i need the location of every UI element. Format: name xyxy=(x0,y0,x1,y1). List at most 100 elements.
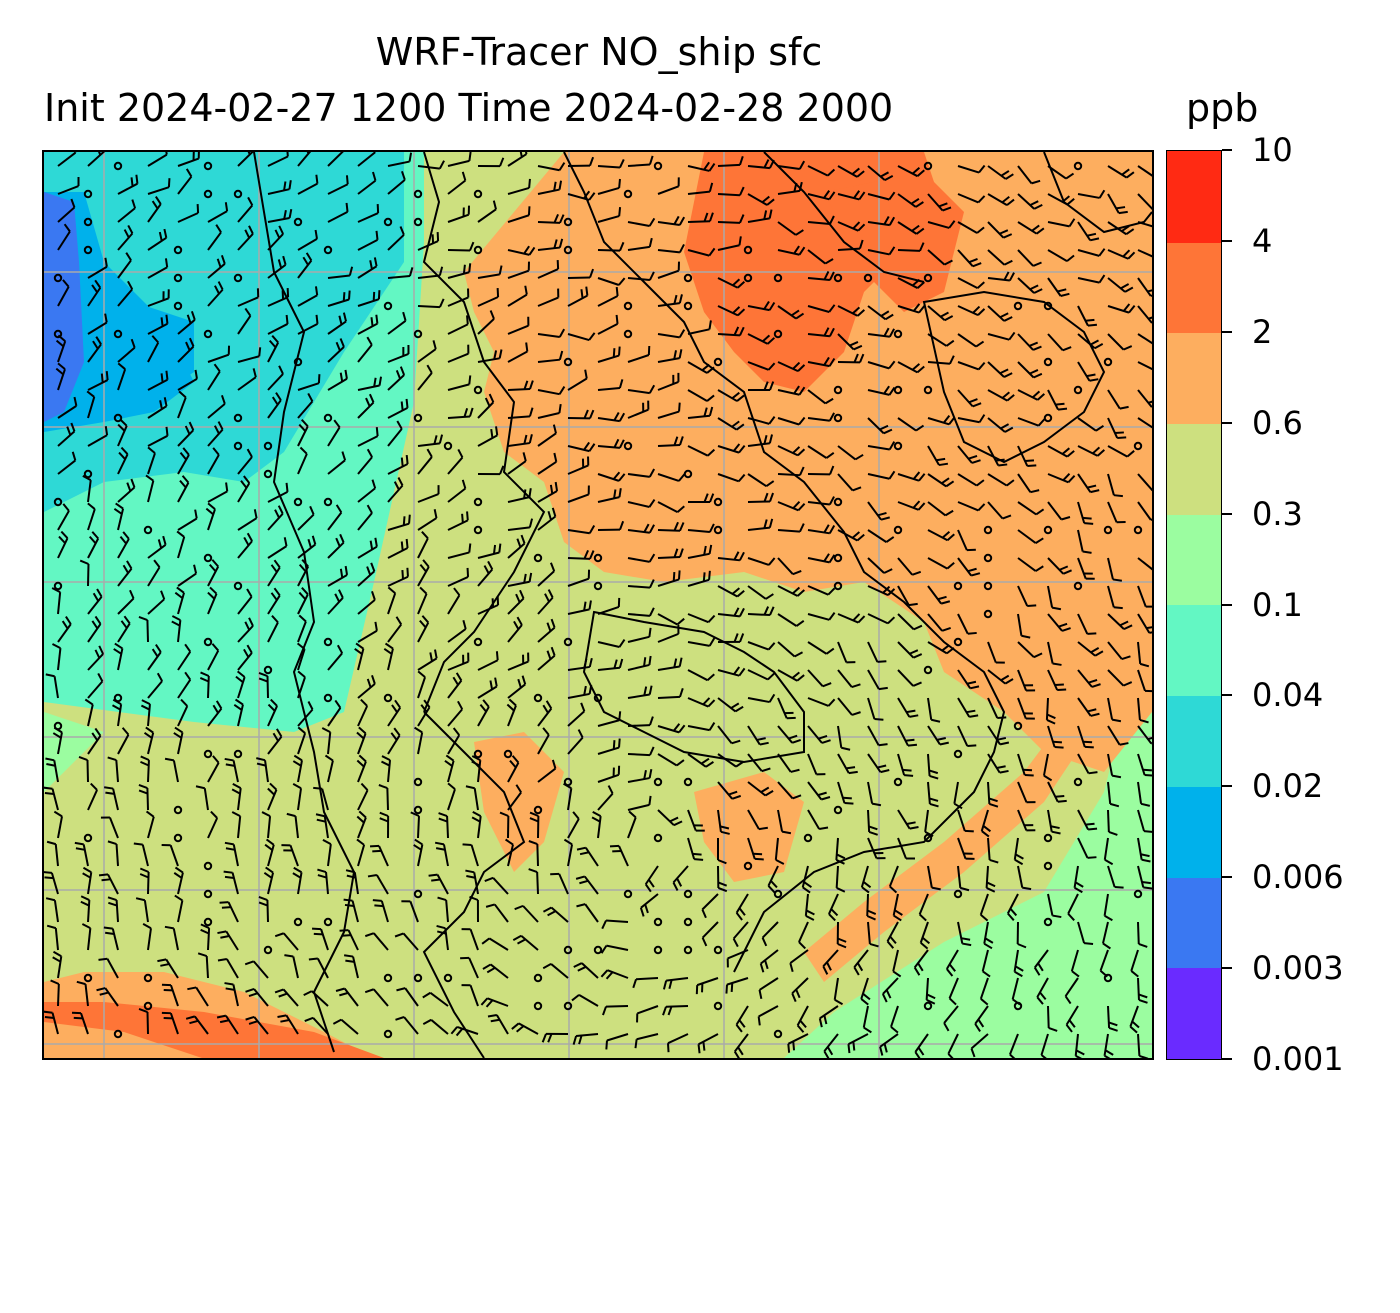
calm-wind-marker xyxy=(893,385,903,395)
calm-wind-marker xyxy=(923,1001,933,1011)
calm-wind-marker xyxy=(533,1001,543,1011)
wind-barb xyxy=(927,355,955,365)
wind-barb xyxy=(207,559,220,587)
wind-barb xyxy=(267,587,281,615)
wind-barb xyxy=(177,310,196,335)
wind-barb xyxy=(627,468,656,478)
wind-barb xyxy=(717,585,745,598)
wind-barb xyxy=(297,670,306,699)
wind-barb xyxy=(147,535,167,559)
wind-barb xyxy=(867,165,894,182)
wind-barb xyxy=(57,451,77,475)
wind-barb xyxy=(465,869,479,895)
wind-barb xyxy=(541,1032,569,1043)
wind-barb xyxy=(1137,221,1152,228)
wind-barb xyxy=(401,900,419,923)
wind-barb xyxy=(957,809,974,833)
wind-barb xyxy=(1077,417,1105,432)
wind-barb xyxy=(807,697,836,707)
colorbar-tick xyxy=(1222,149,1232,151)
wind-barb xyxy=(462,843,479,867)
wind-barb xyxy=(387,171,406,195)
wind-barb xyxy=(987,221,1013,239)
wind-barb xyxy=(117,224,134,251)
wind-barb xyxy=(267,392,282,419)
wind-barb xyxy=(759,949,779,973)
wind-barb xyxy=(117,174,139,195)
wind-barb xyxy=(444,754,455,783)
wind-barb xyxy=(837,239,864,251)
wind-barb xyxy=(897,837,915,860)
wind-barb xyxy=(537,328,566,338)
wind-barb xyxy=(970,1033,989,1058)
wind-barb xyxy=(943,1005,959,1032)
calm-wind-marker xyxy=(203,917,213,927)
wind-barb xyxy=(219,901,239,923)
wind-barb xyxy=(957,725,977,747)
wind-barb xyxy=(537,700,553,727)
wind-barb xyxy=(477,349,503,363)
wind-barb xyxy=(807,553,836,564)
wind-barb xyxy=(529,811,540,839)
wind-barb xyxy=(87,615,102,643)
wind-barb xyxy=(1107,501,1126,524)
wind-barb xyxy=(747,725,769,746)
wind-barb xyxy=(897,277,925,289)
wind-barb xyxy=(860,977,871,1006)
calm-wind-marker xyxy=(383,1029,393,1039)
level-region-0.6-2-stripe xyxy=(804,592,1144,982)
wind-barb xyxy=(117,362,127,391)
wind-barb xyxy=(417,615,430,643)
wind-barb xyxy=(1017,501,1045,516)
wind-barb xyxy=(507,616,523,643)
wind-barb xyxy=(747,641,776,651)
wind-barb xyxy=(147,672,164,699)
wind-barb xyxy=(1137,305,1152,324)
wind-barb xyxy=(237,196,254,223)
wind-barb xyxy=(507,589,525,615)
wind-barb xyxy=(327,419,341,447)
calm-wind-marker xyxy=(53,497,63,507)
wind-barb xyxy=(881,977,899,1003)
wind-barb xyxy=(1137,417,1152,429)
wind-barb xyxy=(927,697,941,723)
wind-barb xyxy=(807,412,835,422)
wind-barb xyxy=(597,277,626,286)
wind-barb xyxy=(1107,1005,1118,1032)
wind-barb xyxy=(1107,165,1135,179)
wind-barb xyxy=(1077,221,1100,242)
calm-wind-marker xyxy=(653,161,663,171)
wind-barb xyxy=(687,837,704,861)
wind-barb xyxy=(717,697,744,713)
wind-barb xyxy=(507,452,527,475)
wind-barb xyxy=(567,286,589,307)
wind-barb xyxy=(717,837,727,865)
calm-wind-marker xyxy=(143,973,153,983)
wind-barb xyxy=(50,979,60,1007)
wind-barb xyxy=(957,164,986,174)
wind-barb xyxy=(267,615,279,643)
wind-barb xyxy=(747,809,768,831)
wind-barb xyxy=(634,1033,659,1049)
wind-barb xyxy=(147,370,169,391)
wind-barb xyxy=(695,977,719,995)
wind-barb xyxy=(1137,613,1152,634)
wind-barb xyxy=(231,811,242,839)
wind-barb xyxy=(867,753,890,774)
colorbar-tick-label: 0.02 xyxy=(1252,767,1324,806)
wind-barb xyxy=(1064,977,1079,1005)
wind-barb xyxy=(757,1005,779,1026)
wind-barb xyxy=(327,644,344,671)
wind-barb xyxy=(482,963,509,979)
wind-barb xyxy=(1077,501,1094,525)
wind-barb xyxy=(357,152,376,167)
wind-barb xyxy=(945,949,959,977)
wind-barb xyxy=(356,810,367,839)
wind-barb xyxy=(1017,641,1043,659)
wind-barb xyxy=(237,644,253,671)
wind-barb xyxy=(735,1005,749,1033)
wind-barb xyxy=(947,1033,959,1058)
wind-barb xyxy=(798,921,809,950)
calm-wind-marker xyxy=(293,917,303,927)
wind-barb xyxy=(297,286,319,307)
